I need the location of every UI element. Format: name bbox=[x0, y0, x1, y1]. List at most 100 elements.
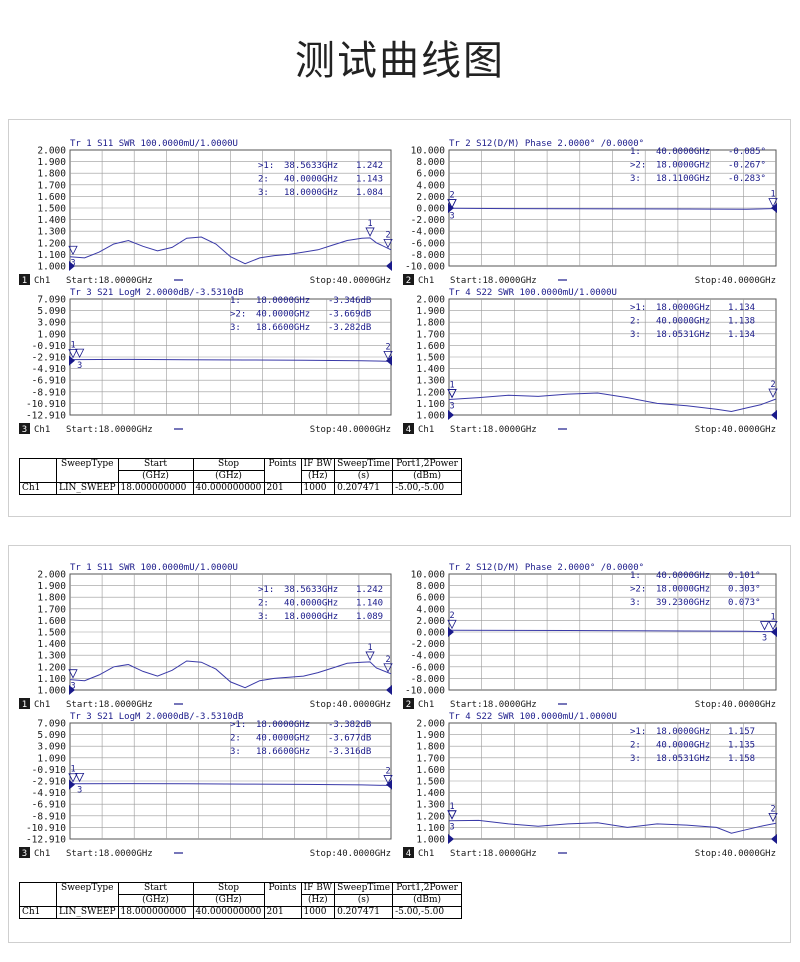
y-tick-label: 1.200 bbox=[37, 662, 66, 673]
table-unit-cell: (s) bbox=[334, 894, 394, 907]
table-header-cell: Points bbox=[263, 458, 302, 483]
y-tick-label: 1.800 bbox=[37, 593, 66, 604]
marker-readout-value: 1.143 bbox=[356, 175, 383, 185]
marker-number: 3 bbox=[77, 785, 82, 795]
start-frequency: Start:18.0000GHz bbox=[66, 700, 153, 710]
trace-number-box bbox=[19, 698, 30, 709]
chart-title: Tr 1 S11 SWR 100.0000mU/1.0000U bbox=[70, 563, 238, 573]
table-cell: 1000 bbox=[300, 906, 336, 919]
table-header-cell bbox=[19, 458, 57, 483]
y-tick-label: 1.200 bbox=[37, 238, 66, 249]
channel-label: Ch1 bbox=[34, 425, 50, 435]
y-tick-label: -2.000 bbox=[411, 639, 446, 650]
marker-readout-freq: 18.0000GHz bbox=[656, 585, 710, 595]
y-tick-label: 5.090 bbox=[37, 306, 66, 317]
marker-number: 1 bbox=[449, 802, 454, 812]
y-tick-label: -4.000 bbox=[411, 651, 446, 662]
reference-arrow-right bbox=[386, 261, 392, 271]
y-tick-label: -8.910 bbox=[32, 811, 67, 822]
channel-label: Ch1 bbox=[418, 425, 434, 435]
marker-readout-label: 3: bbox=[258, 188, 269, 198]
chart-title: Tr 4 S22 SWR 100.0000mU/1.0000U bbox=[449, 288, 617, 298]
table-header-cell: Start bbox=[117, 882, 194, 895]
stop-frequency: Stop:40.0000GHz bbox=[310, 425, 391, 435]
marker-readout-value: 1.242 bbox=[356, 161, 383, 171]
marker-readout-label: >1: bbox=[630, 303, 646, 313]
y-tick-label: 1.900 bbox=[416, 730, 445, 741]
y-tick-label: -8.000 bbox=[411, 250, 446, 261]
chart-3: 7.0905.0903.0901.090-0.910-2.910-4.910-6… bbox=[19, 288, 393, 435]
y-tick-label: 10.000 bbox=[411, 146, 446, 157]
y-tick-label: 10.000 bbox=[411, 570, 446, 581]
marker-readout-freq: 18.0531GHz bbox=[656, 330, 710, 340]
marker-readout-freq: 39.2300GHz bbox=[656, 598, 710, 608]
trace-line bbox=[69, 358, 392, 362]
y-tick-label: 7.090 bbox=[37, 295, 66, 306]
marker-number: 3 bbox=[762, 634, 767, 644]
marker-readout-value: -0.267° bbox=[728, 161, 766, 171]
table-unit-cell: (GHz) bbox=[192, 470, 265, 483]
y-tick-label: 1.700 bbox=[416, 329, 445, 340]
chart-8: 2.0001.9001.8001.7001.6001.5001.4001.300… bbox=[403, 712, 778, 859]
marker-readout-value: -3.282dB bbox=[328, 323, 371, 333]
table-header-cell: SweepType bbox=[56, 458, 119, 483]
y-tick-label: 8.000 bbox=[416, 581, 445, 592]
marker-number: 2 bbox=[449, 191, 454, 201]
chart-title: Tr 3 S21 LogM 2.0000dB/-3.5310dB bbox=[70, 288, 243, 298]
table-unit-cell: (dBm) bbox=[392, 470, 463, 483]
chart-title: Tr 3 S21 LogM 2.0000dB/-3.5310dB bbox=[70, 712, 243, 722]
trace-number-box bbox=[19, 423, 30, 434]
y-tick-label: 1.000 bbox=[37, 686, 66, 697]
marker-readout-freq: 18.0000GHz bbox=[256, 296, 310, 306]
marker-number: 2 bbox=[385, 766, 390, 776]
y-tick-label: 1.300 bbox=[37, 227, 66, 238]
y-tick-label: 1.090 bbox=[37, 329, 66, 340]
marker-number: 1 bbox=[70, 341, 75, 351]
stop-frequency: Stop:40.0000GHz bbox=[310, 849, 391, 859]
marker-readout-freq: 18.0531GHz bbox=[656, 754, 710, 764]
marker-readout-freq: 18.0000GHz bbox=[656, 727, 710, 737]
marker-readout-value: -3.677dB bbox=[328, 734, 371, 744]
y-tick-label: 0.000 bbox=[416, 628, 445, 639]
y-tick-label: -10.000 bbox=[405, 262, 445, 273]
chart-title: Tr 4 S22 SWR 100.0000mU/1.0000U bbox=[449, 712, 617, 722]
y-tick-label: 1.000 bbox=[416, 411, 445, 422]
table-header-row: SweepType Start Stop Points IF BW SweepT… bbox=[19, 458, 463, 483]
marker-readout-label: 2: bbox=[630, 317, 641, 327]
chart-1: 2.0001.9001.8001.7001.6001.5001.4001.300… bbox=[19, 139, 393, 286]
y-tick-label: 6.000 bbox=[416, 169, 445, 180]
table-unit-row: (GHz) (GHz) (Hz) (s) (dBm) bbox=[20, 894, 463, 907]
table-cell: Ch1 bbox=[19, 482, 57, 495]
table-header-cell: IF BW bbox=[300, 458, 336, 471]
table-header-cell: Stop bbox=[192, 882, 265, 895]
reference-arrow-left bbox=[69, 779, 75, 790]
trace-number: 2 bbox=[406, 276, 411, 286]
y-tick-label: 1.500 bbox=[37, 204, 66, 215]
marker-readout-label: 2: bbox=[258, 175, 269, 185]
reference-arrow-right bbox=[771, 627, 777, 637]
table-unit-cell: (GHz) bbox=[117, 894, 194, 907]
marker-readout-freq: 40.0000GHz bbox=[656, 571, 710, 581]
y-tick-label: 3.090 bbox=[37, 318, 66, 329]
trace-line bbox=[69, 236, 392, 265]
y-tick-label: -10.910 bbox=[26, 823, 66, 834]
y-tick-label: 3.090 bbox=[37, 742, 66, 753]
start-frequency: Start:18.0000GHz bbox=[66, 849, 153, 859]
y-tick-label: 1.100 bbox=[416, 823, 445, 834]
stop-frequency: Stop:40.0000GHz bbox=[695, 276, 776, 286]
y-tick-label: 1.600 bbox=[416, 765, 445, 776]
y-tick-label: 1.900 bbox=[37, 581, 66, 592]
y-tick-label: 1.900 bbox=[416, 306, 445, 317]
chart-title: Tr 2 S12(D/M) Phase 2.0000° /0.0000° bbox=[449, 139, 644, 149]
trace-line bbox=[69, 783, 392, 786]
marker-readout-freq: 18.1100GHz bbox=[656, 174, 710, 184]
trace-number-box bbox=[19, 847, 30, 858]
marker-triangle bbox=[383, 351, 393, 361]
y-tick-label: 1.600 bbox=[37, 616, 66, 627]
y-tick-label: 8.000 bbox=[416, 157, 445, 168]
trace-number-box bbox=[403, 423, 414, 434]
marker-readout-label: 3: bbox=[258, 612, 269, 622]
y-tick-label: 1.000 bbox=[416, 835, 445, 846]
marker-readout-label: 3: bbox=[630, 754, 641, 764]
table-cell: Ch1 bbox=[19, 906, 57, 919]
